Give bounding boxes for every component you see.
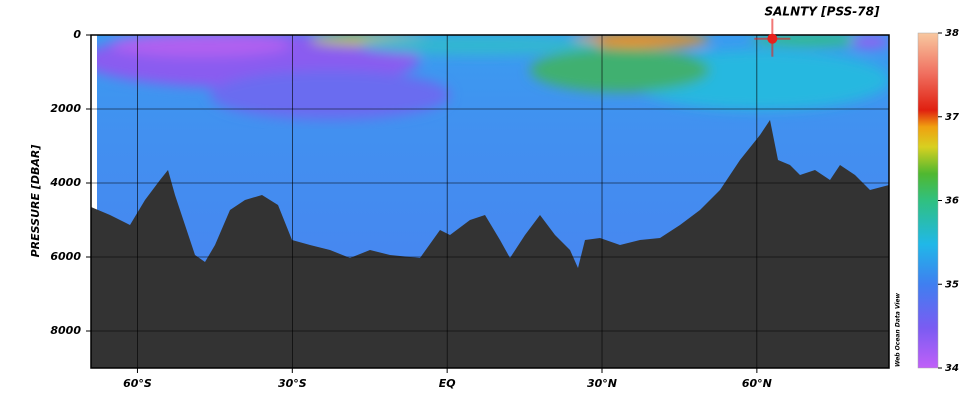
colorbar-tick-label: 37: [945, 112, 959, 123]
chart-title: SALNTY [PSS-78]: [765, 5, 880, 19]
colorbar-tick-label: 34: [945, 363, 959, 374]
x-tick-label: 60°N: [742, 377, 772, 390]
x-tick-label: EQ: [439, 377, 456, 390]
y-tick-label: 4000: [49, 176, 81, 189]
y-tick-label: 0: [73, 28, 81, 41]
x-tick-label: 60°S: [123, 377, 152, 390]
colorbar-tick-label: 36: [945, 196, 959, 207]
section-field: [91, 35, 889, 368]
y-tick-label: 8000: [50, 324, 81, 337]
colorbar: [917, 32, 939, 369]
watermark: Web Ocean Data View: [895, 293, 902, 368]
x-tick-label: 30°N: [587, 377, 617, 390]
colorbar-tick-label: 38: [945, 28, 959, 39]
y-axis-label: PRESSURE [DBAR]: [29, 145, 42, 258]
bathymetry: [91, 120, 889, 368]
x-tick-label: 30°S: [278, 377, 307, 390]
colorbar-tick-label: 35: [945, 279, 959, 290]
y-tick-label: 2000: [50, 102, 81, 115]
station-marker: [767, 33, 778, 44]
y-tick-label: 6000: [50, 250, 81, 263]
